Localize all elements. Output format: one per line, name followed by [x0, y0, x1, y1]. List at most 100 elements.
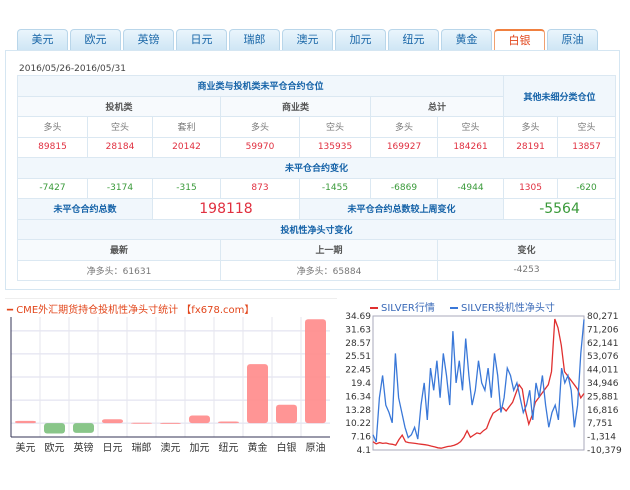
- net-previous: 净多头：65884: [220, 259, 438, 281]
- tab-1[interactable]: 欧元: [70, 29, 121, 50]
- changes-cell: -7427: [17, 177, 88, 199]
- bar-chart-svg: 美元 欧元 英镑 日元 瑞郎 澳元 加元 纽元 黄金 白银 原油: [10, 317, 330, 454]
- right-tick: -1,314: [587, 433, 616, 443]
- right-tick: 16,816: [587, 406, 619, 416]
- right-tick: 62,141: [587, 339, 619, 349]
- tick-label: 瑞郎: [132, 441, 152, 454]
- right-tick: 7,751: [587, 419, 613, 429]
- other-title: 其他未细分类仓位: [503, 75, 617, 117]
- left-tick: 16.34: [345, 392, 371, 402]
- bar-原油: [305, 319, 326, 424]
- tab-8[interactable]: 黄金: [441, 29, 492, 50]
- bar-chart-title: ━ CME外汇期货持仓投机性净头寸统计 【fx678.com】: [7, 301, 254, 316]
- tick-label: 英镑: [74, 441, 94, 454]
- changes-cell: -3174: [87, 177, 153, 199]
- right-tick: 44,011: [587, 366, 619, 376]
- right-tick: 25,881: [587, 392, 619, 402]
- bar-纽元: [218, 421, 239, 424]
- tick-label: 澳元: [161, 441, 181, 454]
- tab-10[interactable]: 原油: [547, 29, 598, 50]
- bar-美元: [15, 420, 36, 424]
- tick-label: 美元: [16, 441, 36, 454]
- bar-白银: [276, 404, 297, 424]
- cols-cell: 空头: [557, 116, 617, 138]
- left-tick: 31.63: [345, 325, 371, 335]
- net-position-bar-chart: ━ CME外汇期货持仓投机性净头寸统计 【fx678.com】 美元 欧元 英镑 日元…: [5, 298, 337, 458]
- total-label: 未平仓合约总数: [17, 198, 153, 220]
- tick-label: 纽元: [219, 441, 239, 454]
- changes-cell: 873: [220, 177, 300, 199]
- net-latest: 净多头：61631: [17, 259, 221, 281]
- tab-6[interactable]: 加元: [335, 29, 386, 50]
- cols-cell: 套利: [152, 116, 221, 138]
- legend-label: SILVER行情: [381, 301, 435, 314]
- bar-英镑: [73, 423, 94, 433]
- left-tick: 19.4: [351, 379, 371, 389]
- group-commercial: 商业类: [220, 95, 371, 117]
- left-tick: 25.51: [345, 352, 371, 362]
- tab-0[interactable]: 美元: [17, 29, 68, 50]
- right-tick: 53,076: [587, 352, 619, 362]
- cols-cell: 空头: [87, 116, 153, 138]
- plot-frame: [372, 315, 585, 451]
- line-chart-svg: 34.69 31.63 28.57 25.51 22.45 19.4 16.34 13.28 1…: [345, 301, 622, 456]
- left-tick: 34.69: [345, 312, 371, 322]
- tab-5[interactable]: 澳元: [282, 29, 333, 50]
- positions-cell: 28191: [503, 136, 559, 158]
- tick-label: 欧元: [45, 442, 65, 454]
- tick-label: 日元: [103, 443, 123, 454]
- positions-cell: 89815: [17, 136, 88, 158]
- cols-cell: 多头: [220, 116, 300, 138]
- changes-cell: 1305: [503, 177, 559, 199]
- bar-瑞郎: [131, 422, 152, 424]
- left-tick: 7.16: [351, 433, 371, 443]
- changes-cell: -6869: [370, 177, 438, 199]
- positions-cell: 169927: [370, 136, 438, 158]
- tab-7[interactable]: 纽元: [388, 29, 439, 50]
- net-title: 投机性净头寸变化: [16, 218, 617, 240]
- left-tick: 28.57: [345, 339, 371, 349]
- series-line-0: [372, 318, 585, 449]
- left-tick: 4.1: [357, 446, 371, 456]
- changes-cell: -1455: [299, 177, 371, 199]
- bar-加元: [189, 415, 210, 424]
- change-title: 未平仓合约变化: [16, 157, 617, 179]
- bar-澳元: [160, 422, 181, 424]
- positions-cell: 59970: [220, 136, 300, 158]
- total-change-value: -5564: [503, 198, 617, 220]
- cot-panel: 2016/05/26-2016/05/31 商业类与投机类未平仓合约仓位 其他未细…: [5, 50, 620, 290]
- bar-黄金: [247, 364, 268, 424]
- positions-cell: 28184: [87, 136, 153, 158]
- cols-cell: 多头: [503, 116, 559, 138]
- right-tick: 80,271: [587, 312, 619, 322]
- left-tick: 10.22: [345, 419, 371, 429]
- date-range: 2016/05/26-2016/05/31: [19, 64, 126, 74]
- positions-cell: 135935: [299, 136, 371, 158]
- silver-line-chart: 34.69 31.63 28.57 25.51 22.45 19.4 16.34 13.28 1…: [340, 298, 630, 458]
- cols-cell: 空头: [436, 116, 505, 138]
- total-value: 198118: [152, 198, 300, 220]
- commodity-tabs: 美元 欧元 英镑 日元 瑞郎 澳元 加元 纽元 黄金 白银 原油: [17, 29, 598, 50]
- legend-dash-icon: ━: [7, 305, 17, 316]
- tab-3[interactable]: 日元: [176, 29, 227, 50]
- table-title: 商业类与投机类未平仓合约仓位: [16, 75, 505, 97]
- net-col-previous: 上一期: [220, 239, 438, 261]
- right-tick: -10,379: [587, 446, 622, 456]
- tick-label: 白银: [277, 441, 297, 454]
- right-tick: 71,206: [587, 325, 619, 335]
- total-change-label: 未平仓合约总数较上周变化: [298, 198, 505, 220]
- positions-cell: 20142: [152, 136, 221, 158]
- cols-cell: 空头: [299, 116, 371, 138]
- tab-9[interactable]: 白银: [494, 29, 545, 50]
- tab-4[interactable]: 瑞郎: [229, 29, 280, 50]
- bar-欧元: [44, 423, 65, 434]
- net-change: -4253: [436, 259, 617, 281]
- right-tick: 34,946: [587, 379, 619, 389]
- tick-label: 加元: [190, 442, 210, 454]
- tab-2[interactable]: 英镑: [123, 29, 174, 50]
- changes-cell: -620: [557, 177, 617, 199]
- legend-label: SILVER投机性净头寸: [461, 301, 555, 314]
- net-col-latest: 最新: [17, 239, 221, 261]
- left-tick: 13.28: [345, 406, 371, 416]
- changes-cell: -4944: [436, 177, 505, 199]
